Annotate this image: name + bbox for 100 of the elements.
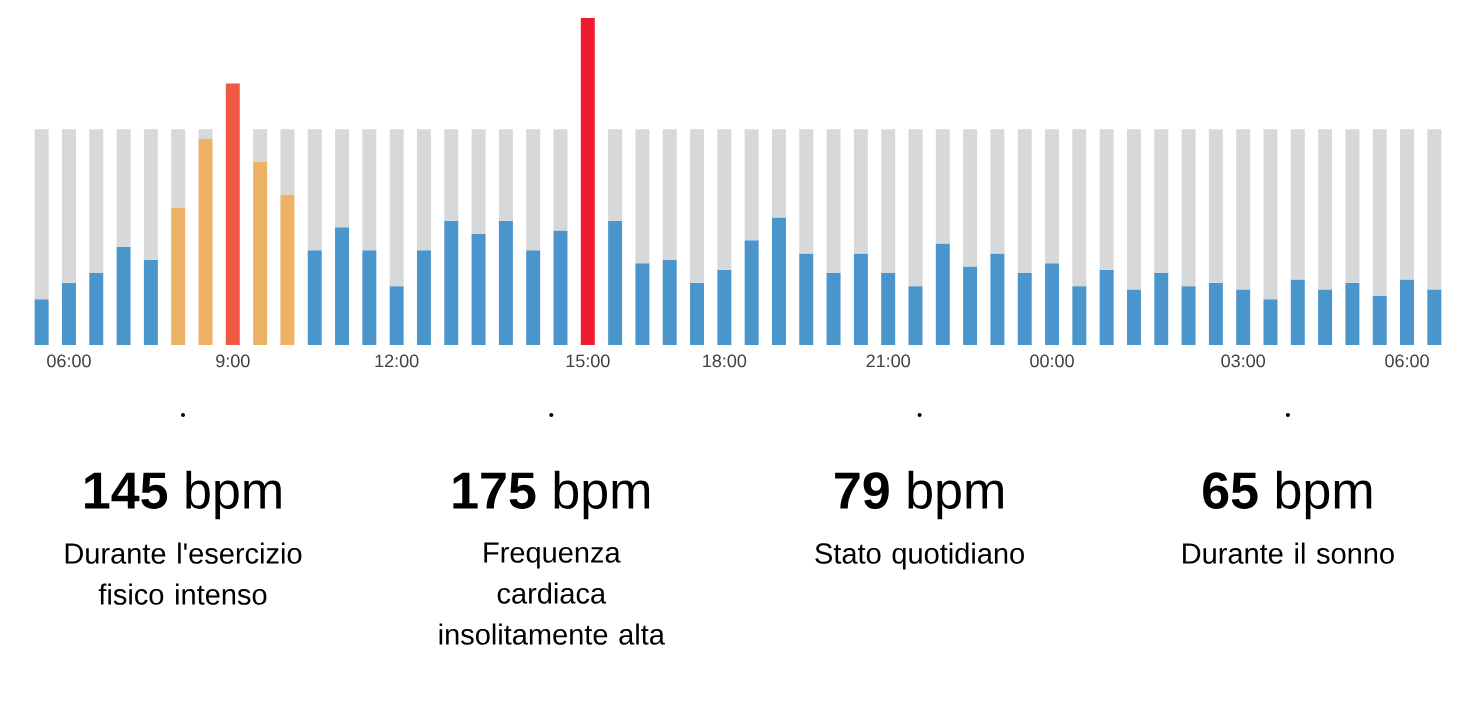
bar <box>34 299 49 345</box>
bar <box>744 129 759 241</box>
bar <box>1072 286 1087 345</box>
bar <box>1045 129 1060 264</box>
bar <box>444 220 459 345</box>
bar <box>61 282 76 345</box>
bar <box>1345 129 1360 283</box>
bar <box>1126 289 1141 345</box>
bar <box>416 129 431 251</box>
bar <box>34 129 49 300</box>
bar <box>1181 286 1196 345</box>
bar <box>498 220 513 345</box>
bar <box>362 250 377 345</box>
bar <box>690 282 705 345</box>
bar <box>307 250 322 345</box>
bar <box>1427 129 1442 290</box>
bar <box>826 273 841 345</box>
bar <box>935 243 950 345</box>
bar <box>799 129 814 254</box>
bar <box>1154 129 1169 274</box>
bar <box>662 129 677 260</box>
bar <box>253 161 268 345</box>
bar <box>171 129 186 208</box>
bar <box>61 129 76 283</box>
x-tick-label: 21:00 <box>866 354 911 368</box>
text: 79 bpm <box>835 470 1003 520</box>
bar <box>990 129 1005 254</box>
bar <box>143 259 158 345</box>
bar <box>198 138 213 345</box>
bar <box>1318 129 1333 290</box>
text: Durante il sonno <box>1183 542 1394 564</box>
bar <box>935 129 950 244</box>
bar <box>635 263 650 345</box>
bar <box>362 129 377 251</box>
bar <box>335 129 350 228</box>
text: Stato quotidiano <box>815 542 1024 570</box>
bar <box>1208 282 1223 345</box>
bar <box>416 250 431 345</box>
bar <box>1154 273 1169 345</box>
bar <box>335 227 350 345</box>
bar <box>1290 279 1305 345</box>
bar <box>717 269 732 345</box>
text: 65 bpm <box>1203 470 1372 520</box>
bar <box>1208 129 1223 283</box>
bar <box>553 230 568 345</box>
x-tick-label: 00:00 <box>1030 354 1074 368</box>
x-tick-label: 03:00 <box>1221 354 1265 368</box>
x-tick-label: 06:00 <box>1385 354 1429 368</box>
x-tick-label: 12:00 <box>375 354 419 368</box>
bar <box>1372 129 1387 296</box>
bar <box>389 286 404 345</box>
bar <box>717 129 732 270</box>
bar <box>498 129 513 221</box>
bar <box>908 129 923 287</box>
bar <box>990 253 1005 345</box>
bar <box>1290 129 1305 280</box>
bar <box>1099 129 1114 270</box>
bar <box>771 217 786 345</box>
bar <box>908 286 923 345</box>
text: Durante l'esercizio fisico intenso <box>65 542 302 605</box>
bar <box>744 240 759 345</box>
bar <box>116 129 131 247</box>
bar <box>143 129 158 260</box>
bar <box>853 129 868 254</box>
bar <box>1345 282 1360 345</box>
bar <box>89 129 104 274</box>
bar <box>963 129 978 267</box>
bar <box>635 129 650 264</box>
bar <box>799 253 814 345</box>
bar <box>881 273 896 345</box>
bar <box>1318 289 1333 345</box>
bar <box>1181 129 1196 287</box>
x-tick-label: 15:00 <box>566 354 610 368</box>
bar <box>307 129 322 251</box>
bar <box>853 253 868 345</box>
bar <box>963 266 978 345</box>
bar <box>771 129 786 218</box>
text: Frequenza cardiaca insolitamente alta <box>439 542 665 645</box>
bar <box>171 207 186 345</box>
bar <box>826 129 841 274</box>
x-tick-label: 06:00 <box>47 354 91 368</box>
bar <box>198 129 213 139</box>
bar <box>471 233 486 345</box>
bar <box>253 129 268 162</box>
bar <box>1099 269 1114 345</box>
bar <box>608 129 623 221</box>
bar <box>116 246 131 345</box>
text: 145 bpm <box>85 470 281 520</box>
bar <box>608 220 623 345</box>
bar <box>1400 129 1415 280</box>
x-tick-label: 18:00 <box>703 354 747 368</box>
text: 175 bpm <box>453 470 650 520</box>
bar <box>1017 129 1032 274</box>
bar <box>553 129 568 231</box>
x-tick-label: 9:00 <box>216 354 250 368</box>
bar <box>89 273 104 345</box>
bar <box>1072 129 1087 287</box>
bar <box>1263 129 1278 300</box>
bar <box>690 129 705 283</box>
bar <box>1263 299 1278 345</box>
